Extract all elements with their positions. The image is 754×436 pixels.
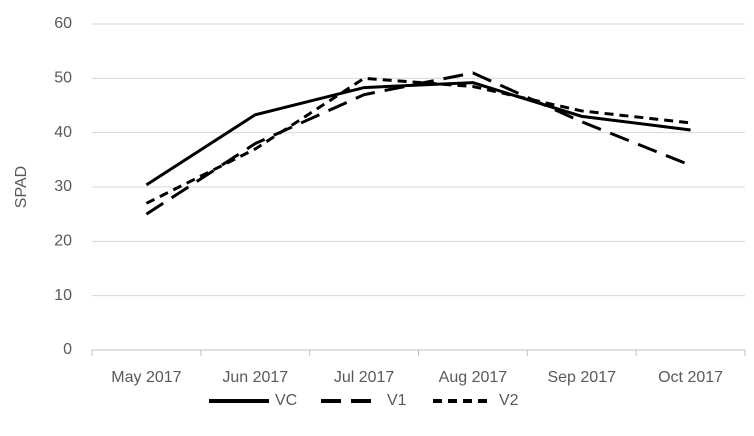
y-axis-label: SPAD: [13, 166, 30, 208]
x-tick-label: Jun 2017: [222, 369, 288, 386]
x-tick-label: Sep 2017: [547, 369, 616, 386]
legend-label: V1: [387, 392, 407, 409]
y-tick-label: 20: [54, 233, 72, 250]
x-tick-label: Aug 2017: [439, 369, 508, 386]
x-tick-label: Jul 2017: [334, 369, 395, 386]
series-line: [145, 81, 691, 187]
y-tick-label: 0: [63, 341, 72, 358]
y-tick-label: 30: [54, 178, 72, 195]
series-line: [145, 71, 692, 216]
y-tick-label: 10: [54, 287, 72, 304]
series-line: [145, 76, 691, 205]
legend-label: V2: [499, 392, 519, 409]
x-tick-label: Oct 2017: [658, 369, 723, 386]
x-tick-label: May 2017: [111, 369, 181, 386]
y-tick-label: 50: [54, 70, 72, 87]
legend-label: VC: [275, 392, 297, 409]
y-tick-label: 60: [54, 15, 72, 32]
y-tick-label: 40: [54, 124, 72, 141]
